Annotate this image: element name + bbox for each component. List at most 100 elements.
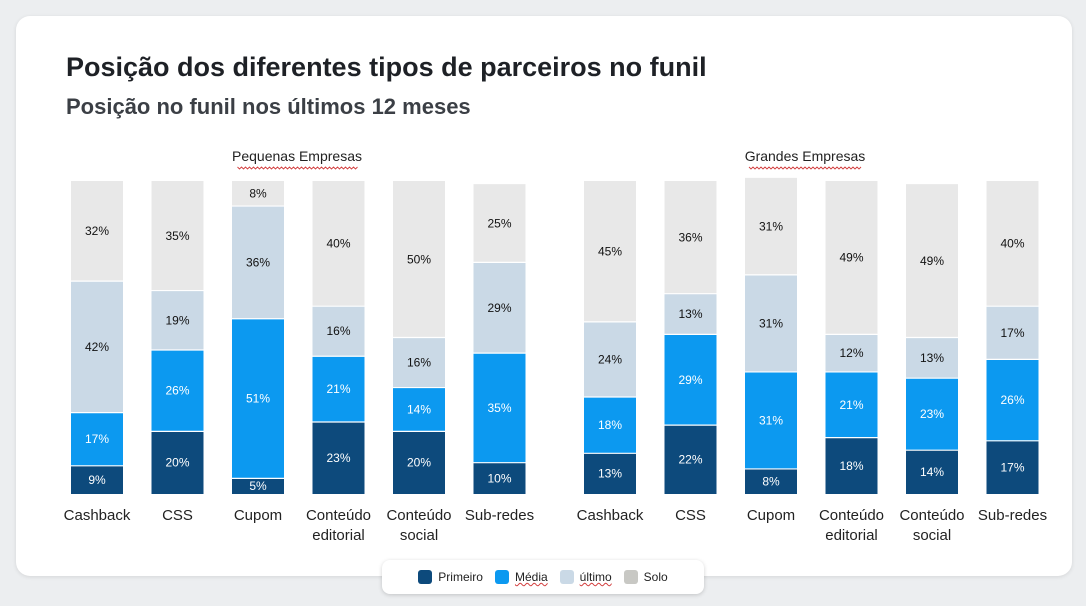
category-label-pequenas-empresas-css: CSS	[162, 507, 193, 524]
bar-grandes-empresas-sub-redes-solo	[986, 181, 1039, 307]
category-label-pequenas-empresas-cashback: Cashback	[64, 507, 131, 524]
bar-grandes-empresas-css-solo	[664, 181, 717, 294]
legend: Primeiro Média último Solo	[382, 560, 704, 594]
data-label-grandes-empresas-cupom-media: 31%	[759, 413, 783, 427]
category-label-pequenas-empresas-sub-redes: Sub-redes	[465, 507, 534, 524]
data-label-pequenas-empresas-conteudo-social-solo: 50%	[407, 252, 431, 266]
bar-pequenas-empresas-conteudo-social-solo	[393, 181, 445, 338]
bar-pequenas-empresas-conteudo-social-media	[393, 387, 445, 432]
data-label-pequenas-empresas-sub-redes-primeiro: 10%	[487, 471, 511, 485]
bar-grandes-empresas-css-media	[664, 334, 717, 426]
data-label-pequenas-empresas-css-solo: 35%	[165, 229, 189, 243]
bar-grandes-empresas-cupom-primeiro	[745, 468, 797, 494]
legend-item-primeiro: Primeiro	[418, 570, 483, 584]
bar-pequenas-empresas-cupom-ultimo	[232, 206, 284, 319]
bar-grandes-empresas-cashback-primeiro	[584, 453, 636, 494]
data-label-grandes-empresas-cupom-solo: 31%	[759, 219, 783, 233]
data-label-pequenas-empresas-cashback-primeiro: 9%	[88, 473, 106, 487]
data-label-grandes-empresas-cupom-primeiro: 8%	[762, 474, 780, 488]
data-label-pequenas-empresas-sub-redes-ultimo: 29%	[487, 301, 511, 315]
group-title-squiggle	[237, 166, 358, 170]
category-label-pequenas-empresas-conteudo-editorial: Conteúdo editorial	[306, 507, 371, 544]
data-label-pequenas-empresas-cupom-solo: 8%	[249, 187, 267, 201]
legend-label-solo: Solo	[643, 570, 668, 584]
data-label-pequenas-empresas-css-media: 26%	[165, 384, 189, 398]
bar-pequenas-empresas-conteudo-social-ultimo	[393, 337, 445, 388]
bar-pequenas-empresas-sub-redes-primeiro	[473, 462, 526, 494]
data-label-pequenas-empresas-conteudo-editorial-primeiro: 23%	[326, 451, 350, 465]
legend-swatch-ultimo	[559, 570, 574, 584]
bar-grandes-empresas-conteudo-social-solo	[906, 184, 958, 338]
data-label-pequenas-empresas-cashback-ultimo: 42%	[85, 340, 109, 354]
bar-pequenas-empresas-sub-redes-media	[473, 353, 526, 463]
bar-pequenas-empresas-sub-redes-solo	[473, 184, 526, 263]
bar-grandes-empresas-cashback-media	[584, 396, 636, 454]
bar-pequenas-empresas-cashback-media	[71, 412, 123, 466]
category-label-grandes-empresas-cashback: Cashback	[577, 507, 644, 524]
data-label-grandes-empresas-cupom-ultimo: 31%	[759, 316, 783, 330]
legend-label-ultimo: último	[579, 570, 612, 584]
data-label-grandes-empresas-cashback-primeiro: 13%	[598, 467, 622, 481]
data-label-grandes-empresas-sub-redes-ultimo: 17%	[1000, 326, 1024, 340]
bar-grandes-empresas-cupom-solo	[745, 177, 797, 275]
category-label-grandes-empresas-conteudo-editorial: Conteúdo editorial	[819, 507, 884, 544]
bar-grandes-empresas-cupom-media	[745, 371, 797, 469]
bar-pequenas-empresas-cashback-solo	[71, 181, 123, 282]
data-label-grandes-empresas-conteudo-editorial-media: 21%	[839, 398, 863, 412]
bar-pequenas-empresas-cupom-media	[232, 318, 284, 479]
bar-pequenas-empresas-conteudo-editorial-solo	[312, 181, 365, 307]
bar-pequenas-empresas-css-primeiro	[151, 431, 204, 494]
data-label-grandes-empresas-css-ultimo: 13%	[678, 307, 702, 321]
category-label-grandes-empresas-css: CSS	[675, 507, 706, 524]
bar-pequenas-empresas-cupom-solo	[232, 181, 284, 207]
group-title-grandes-empresas: Grandes Empresas	[745, 148, 866, 164]
data-label-pequenas-empresas-conteudo-social-media: 14%	[407, 402, 431, 416]
legend-item-ultimo: último	[559, 570, 612, 584]
data-label-grandes-empresas-cashback-media: 18%	[598, 418, 622, 432]
bar-pequenas-empresas-conteudo-social-primeiro	[393, 431, 445, 494]
bar-grandes-empresas-cupom-ultimo	[745, 274, 797, 372]
data-label-pequenas-empresas-sub-redes-solo: 25%	[487, 216, 511, 230]
data-label-grandes-empresas-conteudo-social-media: 23%	[920, 407, 944, 421]
chart-title: Posição dos diferentes tipos de parceiro…	[66, 52, 707, 82]
bar-grandes-empresas-conteudo-social-ultimo	[906, 337, 958, 379]
bar-grandes-empresas-cashback-ultimo	[584, 321, 636, 397]
group-title-squiggle	[748, 166, 862, 170]
bar-grandes-empresas-css-primeiro	[664, 425, 717, 494]
bar-pequenas-empresas-css-ultimo	[151, 290, 204, 351]
chart-subtitle: Posição no funil nos últimos 12 meses	[66, 94, 471, 119]
data-label-grandes-empresas-sub-redes-solo: 40%	[1000, 237, 1024, 251]
bar-grandes-empresas-sub-redes-media	[986, 359, 1039, 441]
bar-grandes-empresas-conteudo-editorial-solo	[825, 181, 878, 335]
data-label-grandes-empresas-conteudo-editorial-solo: 49%	[839, 251, 863, 265]
group-title-pequenas-empresas: Pequenas Empresas	[232, 148, 362, 164]
data-label-pequenas-empresas-conteudo-editorial-solo: 40%	[326, 237, 350, 251]
category-label-grandes-empresas-cupom: Cupom	[747, 507, 795, 524]
legend-label-primeiro: Primeiro	[438, 570, 483, 584]
data-label-pequenas-empresas-conteudo-social-ultimo: 16%	[407, 356, 431, 370]
category-label-grandes-empresas-conteudo-social: Conteúdo social	[899, 507, 964, 544]
legend-item-solo: Solo	[623, 570, 668, 584]
data-label-pequenas-empresas-css-ultimo: 19%	[165, 313, 189, 327]
category-label-pequenas-empresas-conteudo-social: Conteúdo social	[386, 507, 451, 544]
data-label-grandes-empresas-css-primeiro: 22%	[678, 453, 702, 467]
data-label-pequenas-empresas-conteudo-editorial-ultimo: 16%	[326, 324, 350, 338]
data-label-pequenas-empresas-cupom-primeiro: 5%	[249, 479, 267, 493]
bar-pequenas-empresas-conteudo-editorial-primeiro	[312, 422, 365, 494]
data-label-pequenas-empresas-css-primeiro: 20%	[165, 456, 189, 470]
legend-swatch-primeiro	[418, 570, 433, 584]
bar-pequenas-empresas-sub-redes-ultimo	[473, 262, 526, 354]
data-label-grandes-empresas-conteudo-editorial-ultimo: 12%	[839, 346, 863, 360]
category-label-grandes-empresas-sub-redes: Sub-redes	[978, 507, 1047, 524]
data-label-pequenas-empresas-sub-redes-media: 35%	[487, 401, 511, 415]
data-label-grandes-empresas-conteudo-editorial-primeiro: 18%	[839, 459, 863, 473]
data-label-pequenas-empresas-cupom-media: 51%	[246, 392, 270, 406]
data-label-pequenas-empresas-conteudo-editorial-media: 21%	[326, 382, 350, 396]
bar-pequenas-empresas-css-media	[151, 350, 204, 432]
data-label-grandes-empresas-conteudo-social-solo: 49%	[920, 254, 944, 268]
data-label-grandes-empresas-sub-redes-primeiro: 17%	[1000, 460, 1024, 474]
legend-item-media: Média	[494, 570, 548, 584]
bar-grandes-empresas-cashback-solo	[584, 181, 636, 322]
data-label-pequenas-empresas-cashback-solo: 32%	[85, 224, 109, 238]
